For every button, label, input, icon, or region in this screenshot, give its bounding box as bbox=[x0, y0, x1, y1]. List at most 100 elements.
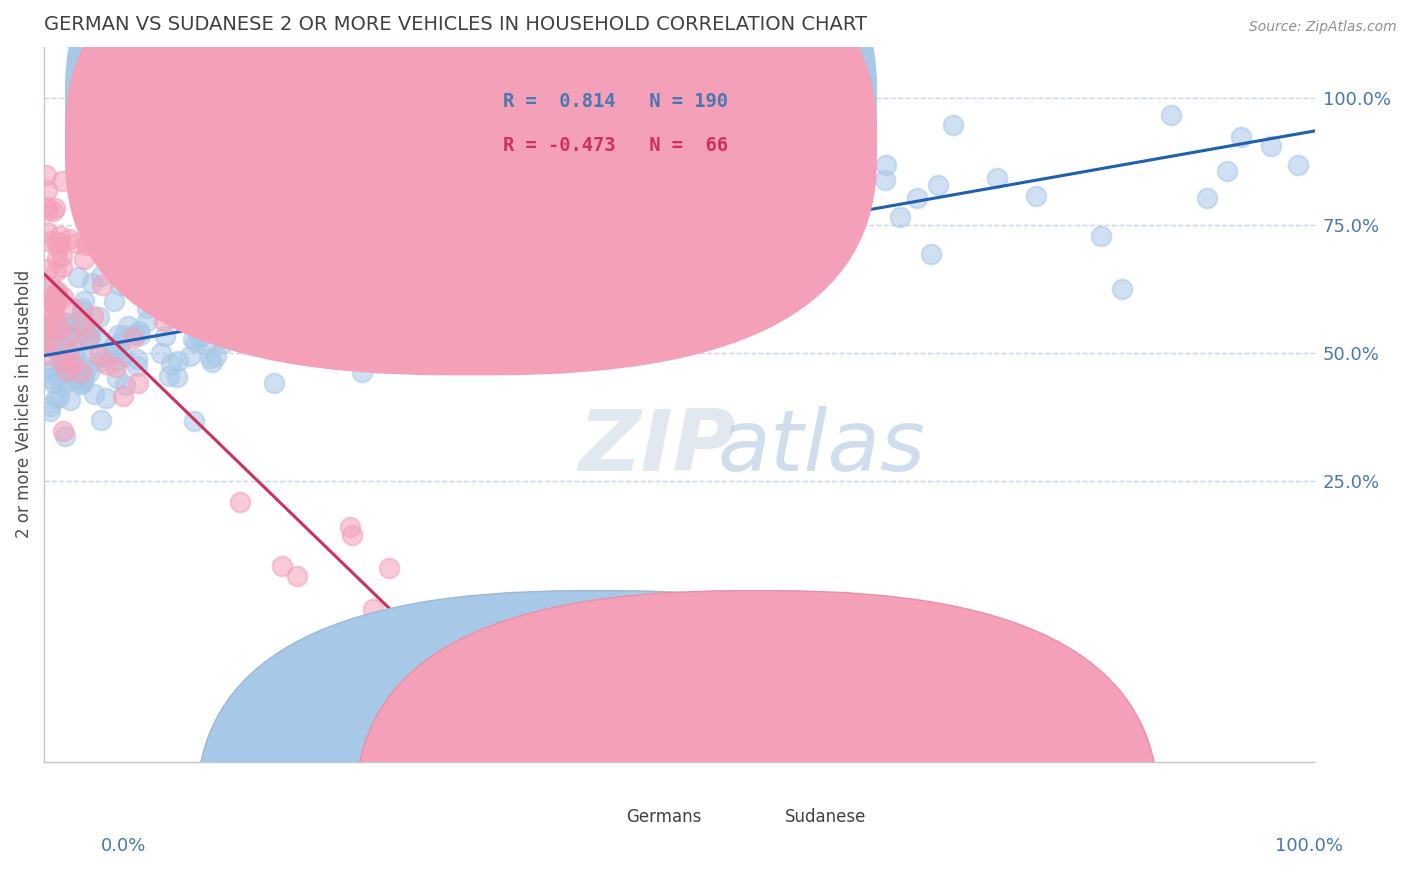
Point bbox=[733, 203, 755, 218]
Point bbox=[335, 318, 357, 332]
Point bbox=[51, 249, 73, 263]
Point bbox=[58, 329, 80, 343]
Point bbox=[52, 424, 75, 438]
Point bbox=[183, 332, 205, 346]
Point bbox=[183, 317, 205, 331]
Point bbox=[70, 359, 93, 373]
Point bbox=[105, 345, 128, 359]
Point bbox=[45, 251, 67, 265]
Point bbox=[87, 347, 110, 361]
Point bbox=[87, 310, 110, 325]
Point bbox=[905, 191, 928, 205]
Point bbox=[136, 301, 159, 315]
Point bbox=[67, 373, 90, 387]
Text: atlas: atlas bbox=[717, 406, 925, 489]
Point bbox=[55, 320, 77, 334]
Point bbox=[39, 335, 62, 350]
Point bbox=[263, 376, 285, 390]
Point bbox=[38, 234, 60, 248]
Point bbox=[52, 290, 75, 304]
Point bbox=[59, 392, 82, 407]
Point bbox=[35, 281, 58, 295]
Point bbox=[48, 235, 70, 250]
Point bbox=[927, 178, 949, 193]
Point bbox=[60, 301, 83, 315]
Point bbox=[44, 342, 66, 356]
Point bbox=[198, 351, 221, 366]
Point bbox=[94, 357, 117, 371]
Point bbox=[39, 362, 62, 376]
Point bbox=[242, 332, 264, 346]
Point bbox=[107, 328, 129, 343]
Point bbox=[59, 316, 82, 330]
Point bbox=[112, 327, 135, 342]
Point bbox=[45, 235, 67, 249]
Point bbox=[350, 365, 373, 379]
Point bbox=[177, 275, 200, 289]
Point bbox=[399, 330, 422, 344]
Point bbox=[361, 601, 384, 615]
Point bbox=[783, 233, 806, 247]
Point bbox=[166, 370, 188, 384]
Point bbox=[200, 317, 222, 331]
Text: 100.0%: 100.0% bbox=[1275, 837, 1343, 855]
Point bbox=[72, 348, 94, 362]
Point bbox=[69, 365, 91, 379]
Point bbox=[48, 390, 70, 404]
Point bbox=[72, 304, 94, 318]
Point bbox=[143, 275, 166, 289]
Point bbox=[108, 337, 131, 351]
Point bbox=[76, 331, 98, 345]
Point bbox=[37, 203, 59, 218]
Point bbox=[153, 313, 176, 327]
Text: GERMAN VS SUDANESE 2 OR MORE VEHICLES IN HOUSEHOLD CORRELATION CHART: GERMAN VS SUDANESE 2 OR MORE VEHICLES IN… bbox=[44, 15, 868, 34]
Point bbox=[45, 284, 67, 298]
Point bbox=[429, 266, 451, 280]
Point bbox=[1090, 228, 1112, 243]
Point bbox=[156, 286, 179, 301]
FancyBboxPatch shape bbox=[197, 591, 1000, 892]
Point bbox=[42, 290, 65, 304]
Point bbox=[75, 361, 97, 376]
Point bbox=[754, 275, 776, 289]
Point bbox=[205, 349, 228, 363]
Point bbox=[509, 281, 531, 295]
Point bbox=[128, 324, 150, 338]
Point bbox=[45, 391, 67, 405]
Point bbox=[179, 349, 201, 363]
Point bbox=[166, 306, 188, 320]
Point bbox=[460, 327, 482, 342]
Point bbox=[418, 278, 440, 293]
Point bbox=[58, 232, 80, 246]
Point bbox=[418, 338, 440, 352]
Point bbox=[90, 269, 112, 284]
Point bbox=[60, 357, 83, 371]
Point bbox=[51, 379, 73, 393]
Point bbox=[889, 210, 911, 224]
Point bbox=[486, 288, 509, 302]
Point bbox=[127, 259, 149, 273]
Point bbox=[70, 377, 93, 392]
Point bbox=[1197, 191, 1219, 205]
Point bbox=[39, 365, 62, 379]
Point bbox=[350, 322, 373, 336]
Point bbox=[38, 328, 60, 343]
Text: Germans: Germans bbox=[626, 807, 702, 826]
Point bbox=[39, 318, 62, 332]
Point bbox=[46, 343, 69, 357]
Point bbox=[103, 293, 125, 308]
Point bbox=[825, 178, 848, 192]
Point bbox=[38, 348, 60, 362]
Point bbox=[136, 314, 159, 328]
Point bbox=[201, 311, 224, 326]
Point bbox=[339, 306, 361, 320]
Point bbox=[157, 294, 180, 309]
Text: R =  0.814   N = 190: R = 0.814 N = 190 bbox=[503, 92, 728, 112]
Point bbox=[254, 253, 277, 268]
Point bbox=[117, 319, 139, 334]
Point bbox=[58, 345, 80, 359]
Point bbox=[207, 310, 229, 324]
Point bbox=[39, 404, 62, 418]
Point bbox=[761, 229, 783, 244]
Point bbox=[63, 343, 86, 358]
